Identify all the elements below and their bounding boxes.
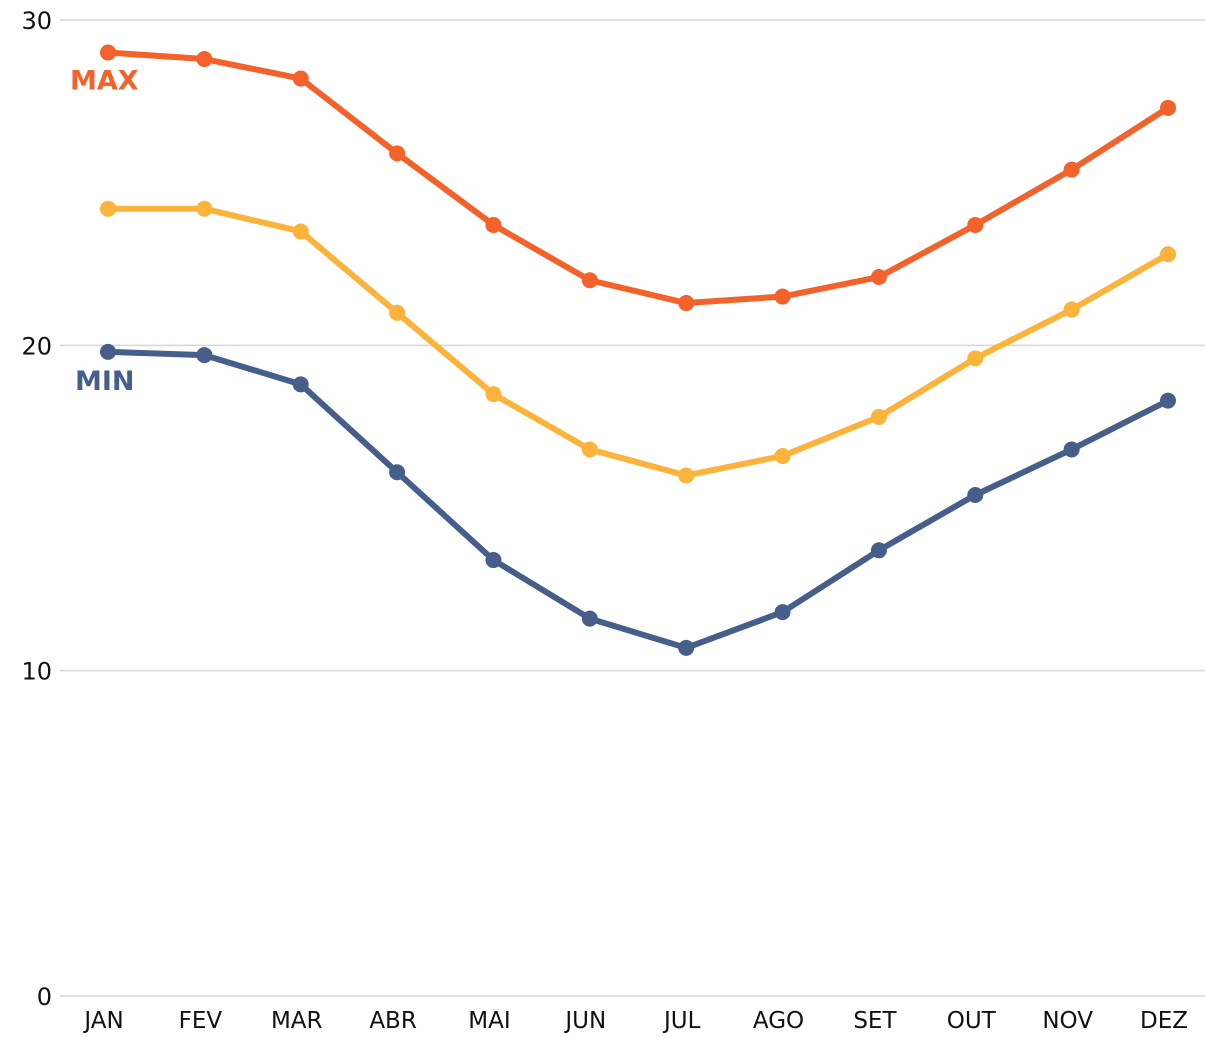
y-axis: 0 10 20 30 — [21, 7, 52, 1011]
y-tick-label: 0 — [37, 983, 52, 1011]
data-point-min — [389, 464, 406, 481]
data-point-max — [870, 269, 887, 286]
data-point-max — [100, 44, 116, 61]
x-tick-label: NOV — [1042, 1008, 1093, 1034]
series-label-max: MAX — [70, 66, 139, 97]
data-point-min — [774, 604, 791, 621]
x-tick-label: JUN — [563, 1008, 606, 1034]
series-group — [100, 44, 1176, 656]
x-axis: JAN FEV MAR ABR MAI JUN JUL AGO SET OUT … — [82, 1008, 1188, 1034]
data-point-max — [389, 145, 406, 162]
data-point-max — [774, 288, 791, 305]
data-point-mid — [100, 200, 116, 217]
data-point-min — [1160, 392, 1176, 409]
series-line-min — [105, 348, 1171, 651]
data-point-max — [196, 51, 213, 68]
data-point-min — [870, 542, 887, 559]
data-point-min — [292, 376, 309, 393]
series-labels: MAX MIN — [70, 66, 139, 397]
data-point-mid — [292, 223, 309, 240]
y-tick-label: 10 — [21, 658, 52, 686]
series-line-mid — [105, 205, 1171, 479]
data-point-min — [485, 552, 502, 569]
x-tick-label: SET — [853, 1008, 897, 1034]
data-point-mid — [774, 447, 791, 464]
data-point-max — [292, 70, 309, 87]
data-point-max — [581, 272, 598, 289]
data-point-mid — [1160, 246, 1176, 263]
y-tick-label: 20 — [21, 332, 52, 360]
data-point-max — [678, 295, 695, 312]
data-point-mid — [485, 386, 502, 403]
data-point-mid — [581, 441, 598, 458]
data-point-max — [967, 216, 984, 233]
x-tick-label: ABR — [369, 1008, 417, 1034]
data-point-min — [1063, 441, 1080, 458]
x-tick-label: JUL — [662, 1008, 701, 1034]
y-tick-label: 30 — [21, 7, 52, 35]
data-point-mid — [1063, 301, 1080, 318]
data-point-min — [100, 343, 116, 360]
data-point-min — [581, 610, 598, 627]
data-point-mid — [870, 408, 887, 425]
data-point-max — [1063, 161, 1080, 178]
data-point-max — [1160, 99, 1176, 116]
x-tick-label: FEV — [179, 1008, 223, 1034]
data-point-mid — [678, 467, 695, 484]
x-tick-label: MAI — [468, 1008, 510, 1034]
series-label-min: MIN — [75, 366, 135, 397]
data-point-min — [678, 639, 695, 656]
data-point-min — [967, 486, 984, 503]
x-tick-label: MAR — [271, 1008, 323, 1034]
x-tick-label: OUT — [947, 1008, 997, 1034]
data-point-mid — [196, 200, 213, 217]
grid-lines — [60, 19, 1205, 997]
series-line-max — [105, 49, 1171, 307]
data-point-max — [485, 216, 502, 233]
data-point-min — [196, 347, 213, 364]
x-tick-label: AGO — [753, 1008, 804, 1034]
data-point-mid — [389, 304, 406, 321]
data-point-mid — [967, 350, 984, 367]
x-tick-label: JAN — [82, 1008, 123, 1034]
x-tick-label: DEZ — [1140, 1008, 1188, 1034]
